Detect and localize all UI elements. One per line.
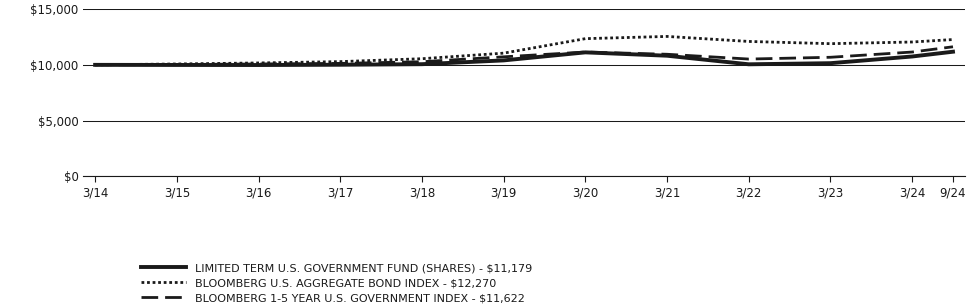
Legend: LIMITED TERM U.S. GOVERNMENT FUND (SHARES) - $11,179, BLOOMBERG U.S. AGGREGATE B: LIMITED TERM U.S. GOVERNMENT FUND (SHARE…	[136, 259, 536, 304]
